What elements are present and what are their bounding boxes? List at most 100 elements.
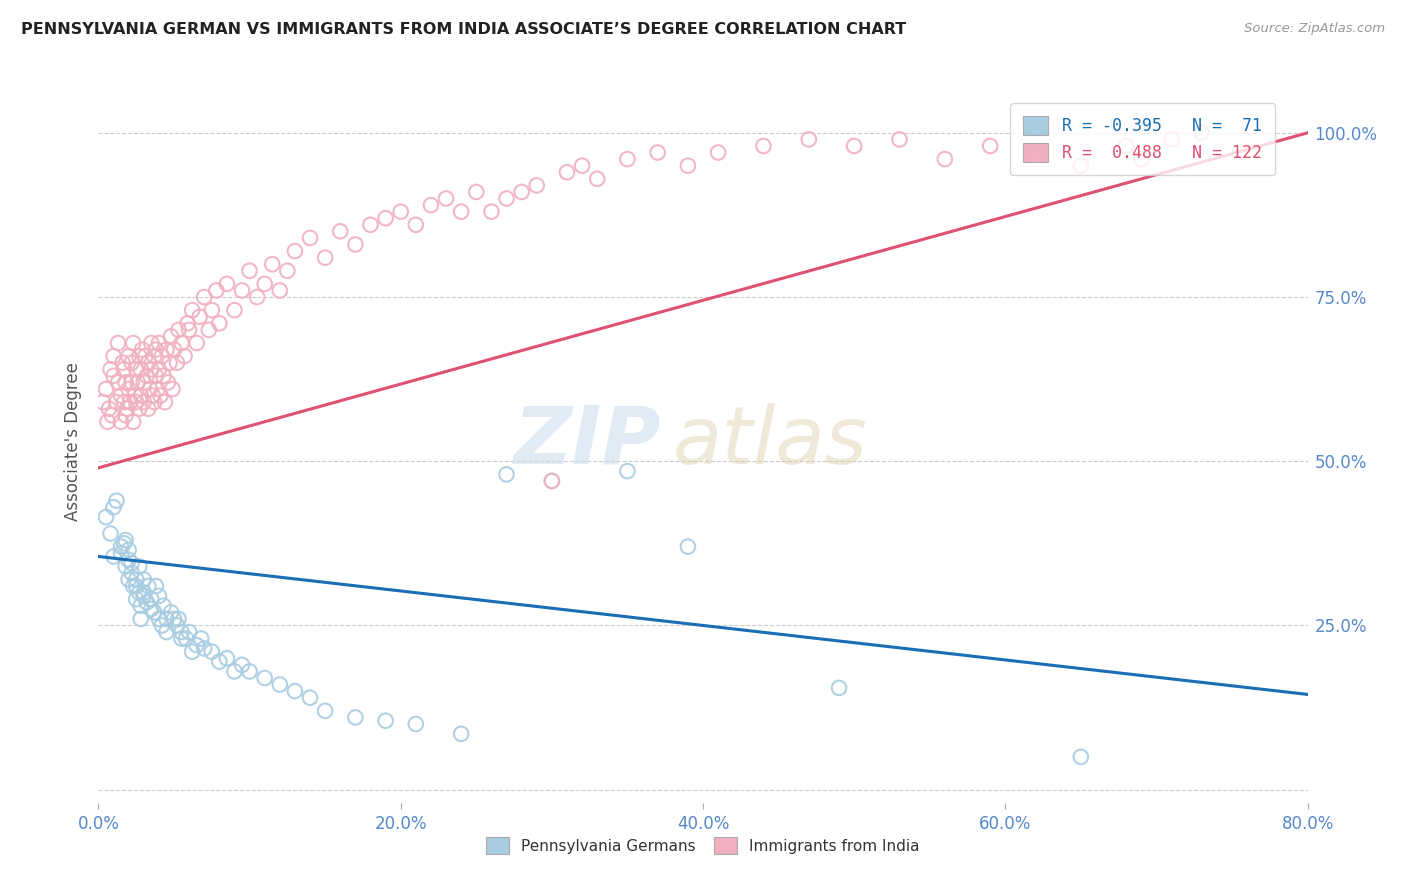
Point [112,395,135,409]
Point [132,376,155,390]
Point [174,632,197,646]
Point [166,618,188,632]
Point [155,343,177,357]
Point [284,244,307,258]
Point [450,204,472,219]
Point [131,343,153,357]
Point [94,382,117,396]
Point [142,388,165,402]
Point [132,395,155,409]
Point [163,612,186,626]
Point [344,237,367,252]
Point [100,362,122,376]
Point [148,612,170,626]
Point [122,336,145,351]
Point [148,589,170,603]
Point [889,132,911,146]
Point [405,717,427,731]
Point [420,198,443,212]
Point [141,336,163,351]
Point [153,395,176,409]
Text: atlas: atlas [672,402,868,481]
Point [269,284,291,298]
Point [128,559,150,574]
Point [160,329,183,343]
Point [215,277,238,291]
Point [540,474,562,488]
Point [115,401,138,416]
Point [231,657,253,672]
Point [752,139,775,153]
Point [193,641,215,656]
Point [160,605,183,619]
Point [141,362,163,376]
Point [114,409,136,423]
Point [94,510,117,524]
Point [163,343,186,357]
Point [797,132,820,146]
Point [146,382,169,396]
Point [170,336,193,351]
Point [148,336,170,351]
Point [128,401,150,416]
Point [284,684,307,698]
Point [1115,139,1137,153]
Point [156,376,179,390]
Point [616,152,638,166]
Point [186,638,208,652]
Point [526,178,548,193]
Point [1024,145,1046,160]
Point [125,395,148,409]
Point [132,585,155,599]
Point [170,632,193,646]
Point [91,395,114,409]
Point [555,165,578,179]
Point [162,382,184,396]
Point [110,388,132,402]
Point [389,204,412,219]
Point [1070,749,1092,764]
Point [96,415,118,429]
Point [481,204,503,219]
Point [405,218,427,232]
Point [103,500,125,515]
Text: ZIP: ZIP [513,402,661,481]
Point [100,526,122,541]
Point [152,368,174,383]
Point [136,401,159,416]
Point [103,349,125,363]
Text: Source: ZipAtlas.com: Source: ZipAtlas.com [1244,22,1385,36]
Point [129,362,152,376]
Point [145,368,167,383]
Point [121,356,143,370]
Point [121,556,143,570]
Point [360,218,382,232]
Point [374,211,396,226]
Point [314,251,336,265]
Point [374,714,396,728]
Point [450,727,472,741]
Point [173,349,195,363]
Point [105,493,128,508]
Point [1191,126,1213,140]
Point [170,625,193,640]
Point [101,409,124,423]
Point [616,464,638,478]
Point [934,152,956,166]
Point [239,665,262,679]
Point [120,395,142,409]
Point [647,145,669,160]
Point [125,579,148,593]
Point [344,710,367,724]
Point [253,277,276,291]
Point [122,415,145,429]
Point [253,671,276,685]
Point [129,599,152,613]
Point [167,323,190,337]
Point [124,388,146,402]
Point [465,185,488,199]
Point [132,573,155,587]
Point [239,264,262,278]
Point [676,159,699,173]
Point [118,349,141,363]
